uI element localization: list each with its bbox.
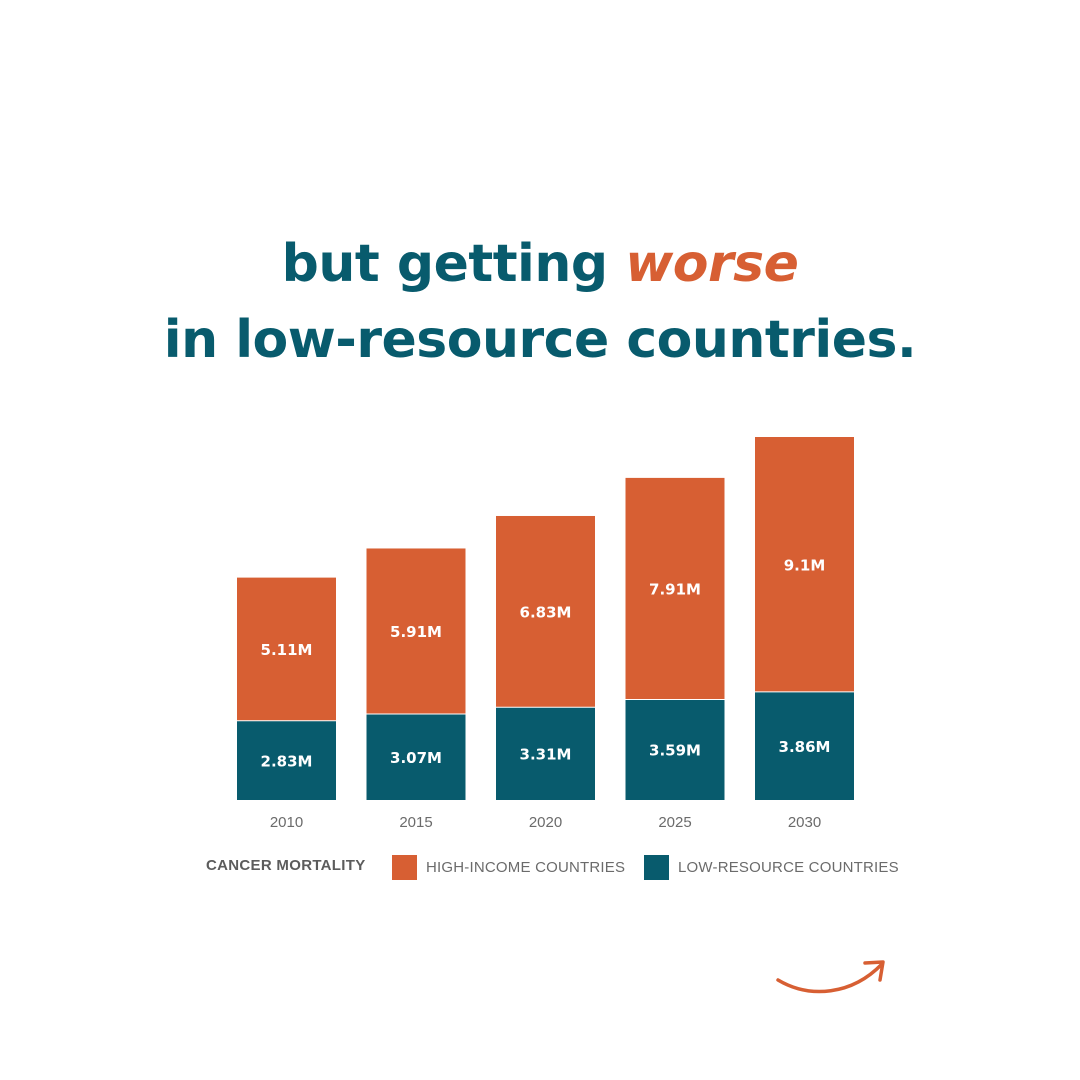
headline-line-1: but getting worse: [0, 226, 1080, 302]
headline-line-2: in low-resource countries.: [163, 310, 917, 370]
bar-high-income-2025: [625, 477, 725, 700]
value-label-low-resource-2020: 3.31M: [520, 746, 572, 764]
value-label-high-income-2030: 9.1M: [784, 556, 826, 574]
value-label-low-resource-2015: 3.07M: [390, 749, 442, 767]
legend-label-high-income: HIGH-INCOME COUNTRIES: [426, 858, 626, 876]
x-tick-label-2030: 2030: [788, 814, 821, 831]
bar-high-income-2010: [237, 577, 336, 721]
value-label-high-income-2025: 7.91M: [649, 581, 701, 599]
value-label-low-resource-2010: 2.83M: [261, 752, 313, 770]
value-label-high-income-2020: 6.83M: [520, 604, 572, 622]
headline-accent-word: worse: [625, 234, 799, 294]
x-tick-label-2015: 2015: [399, 814, 432, 831]
bar-high-income-2020: [496, 515, 595, 708]
legend-swatch-low-resource: [644, 854, 669, 880]
legend-item-low-resource: LOW-RESOURCE COUNTRIES: [644, 854, 899, 880]
bar-low-resource-2010: [237, 720, 336, 800]
value-label-high-income-2010: 5.11M: [261, 641, 313, 659]
legend-title: CANCER MORTALITY: [206, 857, 366, 874]
legend-label-low-resource: LOW-RESOURCE COUNTRIES: [678, 858, 899, 876]
bar-low-resource-2020: [496, 707, 595, 800]
value-label-low-resource-2025: 3.59M: [649, 742, 701, 760]
bar-high-income-2030: [755, 437, 854, 692]
x-tick-label-2020: 2020: [529, 814, 562, 831]
headline: but getting worse in low-resource countr…: [0, 226, 1080, 378]
bar-low-resource-2015: [366, 714, 466, 800]
legend-swatch-high-income: [392, 854, 417, 880]
x-tick-label-2010: 2010: [270, 814, 303, 831]
bar-high-income-2015: [366, 548, 466, 715]
curved-arrow-right-icon[interactable]: [772, 955, 890, 1000]
bar-low-resource-2025: [625, 699, 725, 800]
value-label-low-resource-2030: 3.86M: [779, 738, 831, 756]
bar-low-resource-2030: [755, 691, 854, 800]
headline-prefix: but getting: [281, 234, 626, 294]
x-tick-label-2025: 2025: [658, 814, 691, 831]
legend-item-high-income: HIGH-INCOME COUNTRIES: [392, 854, 625, 880]
value-label-high-income-2015: 5.91M: [390, 623, 442, 641]
